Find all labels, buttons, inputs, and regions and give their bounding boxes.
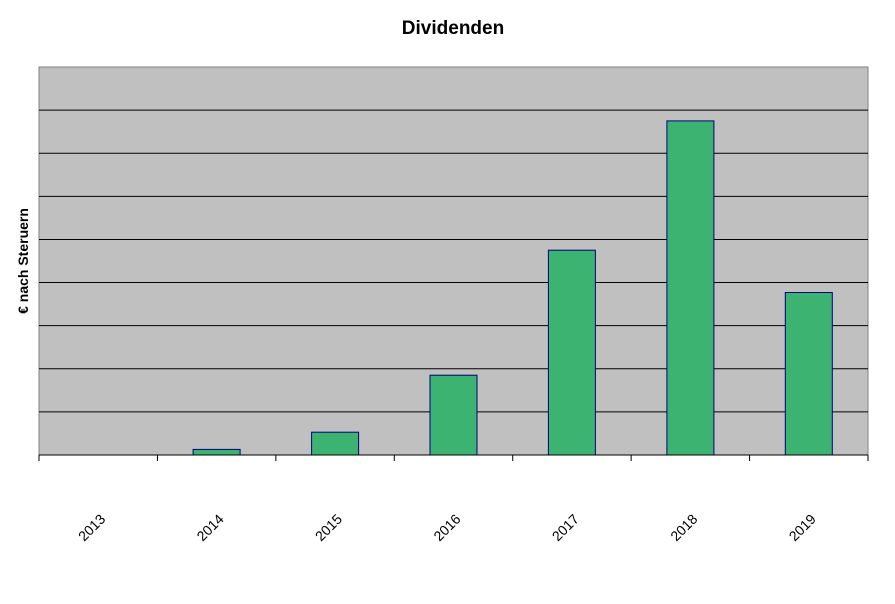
x-ticks (38, 455, 869, 461)
chart-title: Dividenden (402, 18, 504, 39)
x-tick-labels: 2013 2014 2015 2016 2017 2018 2019 (75, 511, 819, 544)
bar-2014 (192, 448, 241, 456)
x-tick-label-2019: 2019 (786, 511, 819, 544)
x-tick-label-2014: 2014 (193, 511, 226, 544)
bar-2015 (311, 431, 360, 456)
x-tick-label-2018: 2018 (667, 511, 700, 544)
bar-2017 (547, 249, 596, 456)
x-tick-label-2017: 2017 (549, 511, 582, 544)
x-tick-label-2016: 2016 (430, 511, 463, 544)
bar-2018 (666, 120, 715, 456)
bar-2016 (429, 374, 478, 456)
x-tick-label-2015: 2015 (312, 511, 345, 544)
gridlines (39, 109, 868, 413)
x-tick-label-2013: 2013 (75, 511, 108, 544)
bar-2019 (784, 292, 833, 456)
y-axis-label: € nach Steruern (15, 208, 31, 314)
bars (192, 120, 833, 456)
